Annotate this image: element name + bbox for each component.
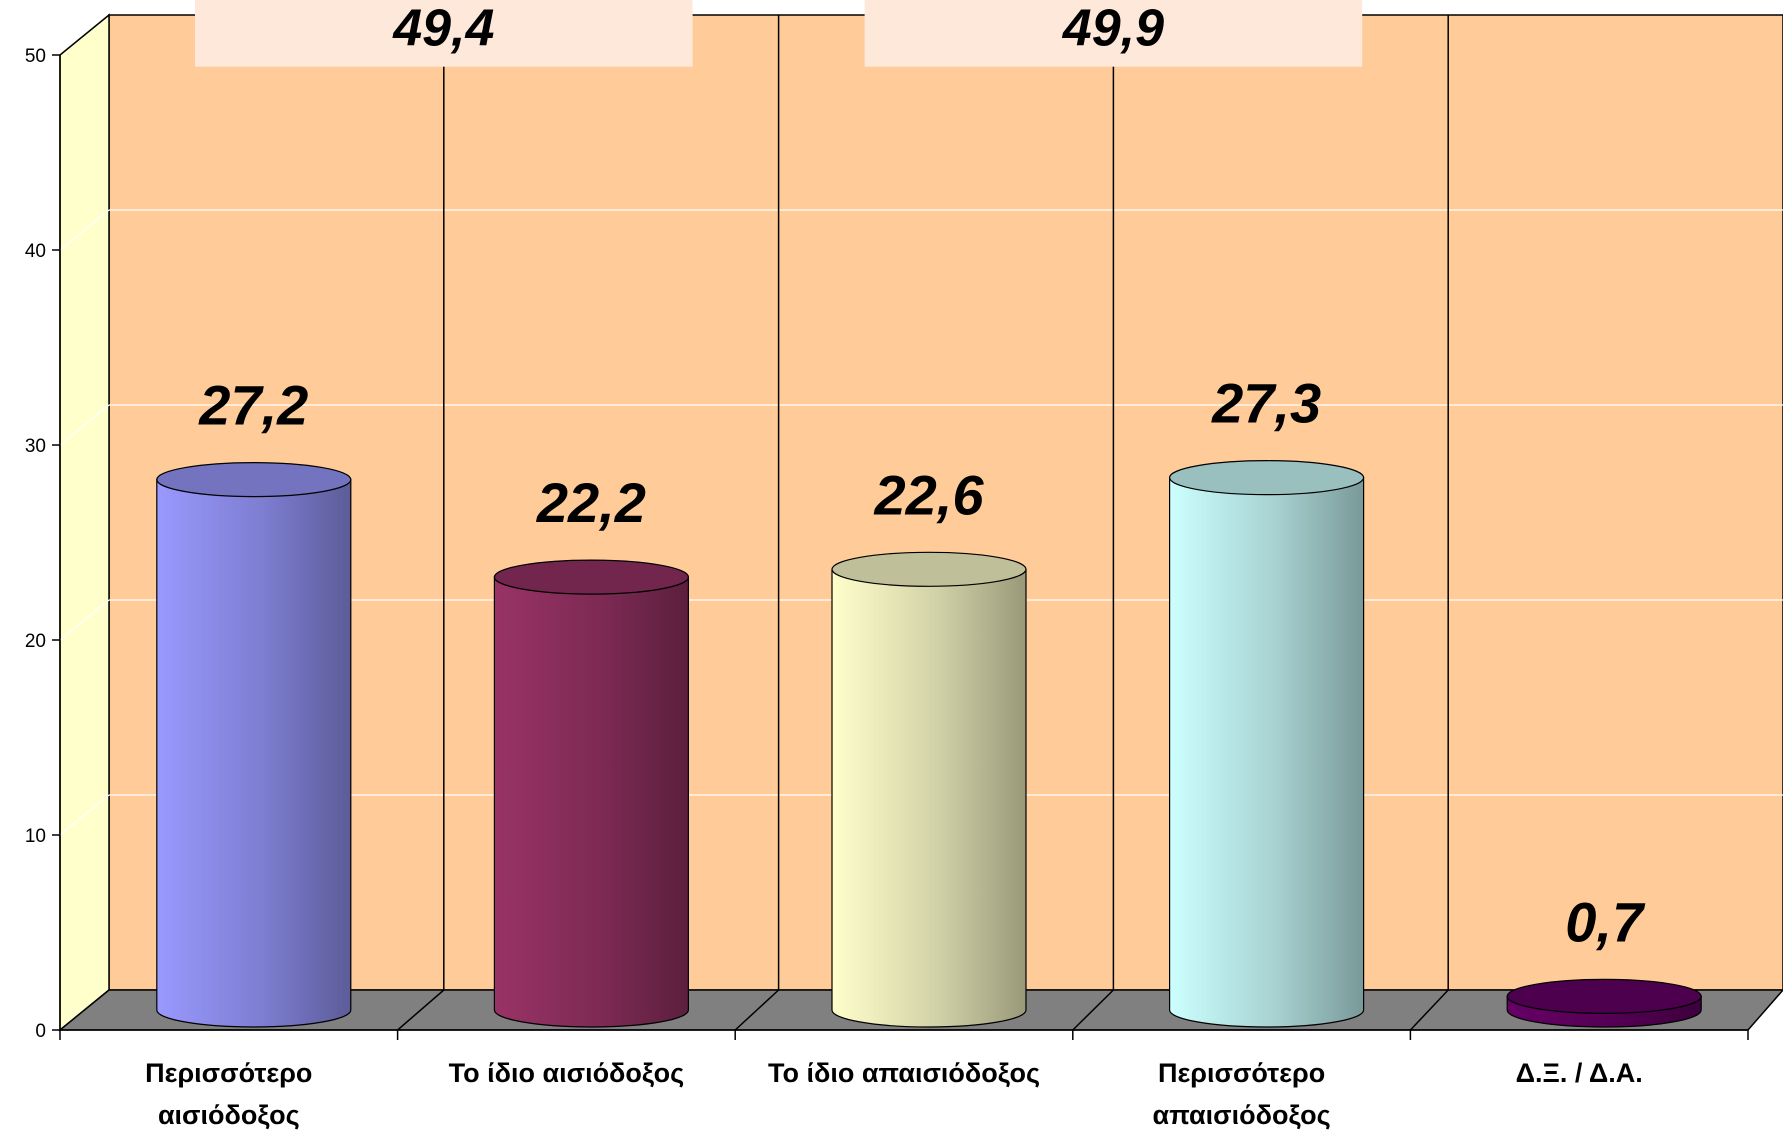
data-label: 27,2: [198, 374, 308, 437]
axes: 0 10 20 30 40 50: [25, 46, 1749, 1042]
category-label: Το ίδιο αισιόδοξος: [449, 1058, 685, 1088]
data-label: 27,3: [1211, 372, 1321, 435]
bar-body: [831, 568, 1027, 1028]
group-total-label: 49,9: [1062, 0, 1164, 58]
bar-top: [156, 462, 352, 498]
bar-body: [1169, 477, 1365, 1028]
gridline-side: [59, 209, 110, 251]
y-tick-label: 50: [25, 46, 46, 67]
bar-top: [831, 551, 1027, 587]
bar: [493, 559, 690, 1028]
data-label: 22,2: [536, 471, 646, 534]
floor-separator: [397, 989, 445, 1031]
category-label: Περισσότερο απαισιόδοξος: [1153, 1058, 1331, 1130]
group-total-boxes: 49,4 49,9: [195, 0, 1363, 67]
y-tick-label: 0: [35, 1021, 46, 1042]
bar-top: [1168, 460, 1365, 496]
group-total-box: [864, 0, 1363, 67]
bar: [1506, 978, 1702, 1028]
bar-top: [1506, 978, 1702, 1014]
y-tick-label: 10: [25, 826, 46, 847]
category-label: Δ.Ξ. / Δ.Α.: [1516, 1058, 1643, 1088]
labels: 27,2 22,2 22,6 27,3 0,7 Περισσότερο αισιόδοξος…: [145, 372, 1646, 1130]
bar-body: [493, 576, 689, 1028]
group-total-label: 49,4: [392, 0, 494, 58]
floor-separator: [734, 989, 780, 1031]
data-label: 0,7: [1565, 890, 1646, 953]
bar: [831, 551, 1027, 1028]
gridline-side: [59, 794, 110, 836]
bar-body: [156, 479, 352, 1028]
category-label: Το ίδιο απαισιόδοξος: [768, 1058, 1040, 1088]
y-tick-label: 30: [25, 436, 46, 457]
floor-separator: [1409, 989, 1449, 1031]
category-label: Περισσότερο αισιόδοξος: [145, 1058, 312, 1130]
group-total-box: [195, 0, 693, 67]
y-tick-label: 20: [25, 631, 46, 652]
gridlines: [59, 15, 1783, 990]
gridline-side: [59, 599, 110, 641]
gridline-side: [59, 404, 110, 446]
bar: [156, 462, 352, 1028]
bar-top: [493, 559, 690, 595]
floor-separator: [1072, 989, 1114, 1031]
bar: [1168, 460, 1365, 1028]
bars: [156, 460, 1702, 1028]
data-label: 22,6: [874, 463, 985, 526]
side-wall: [59, 13, 110, 1032]
y-tick-label: 40: [25, 241, 46, 262]
